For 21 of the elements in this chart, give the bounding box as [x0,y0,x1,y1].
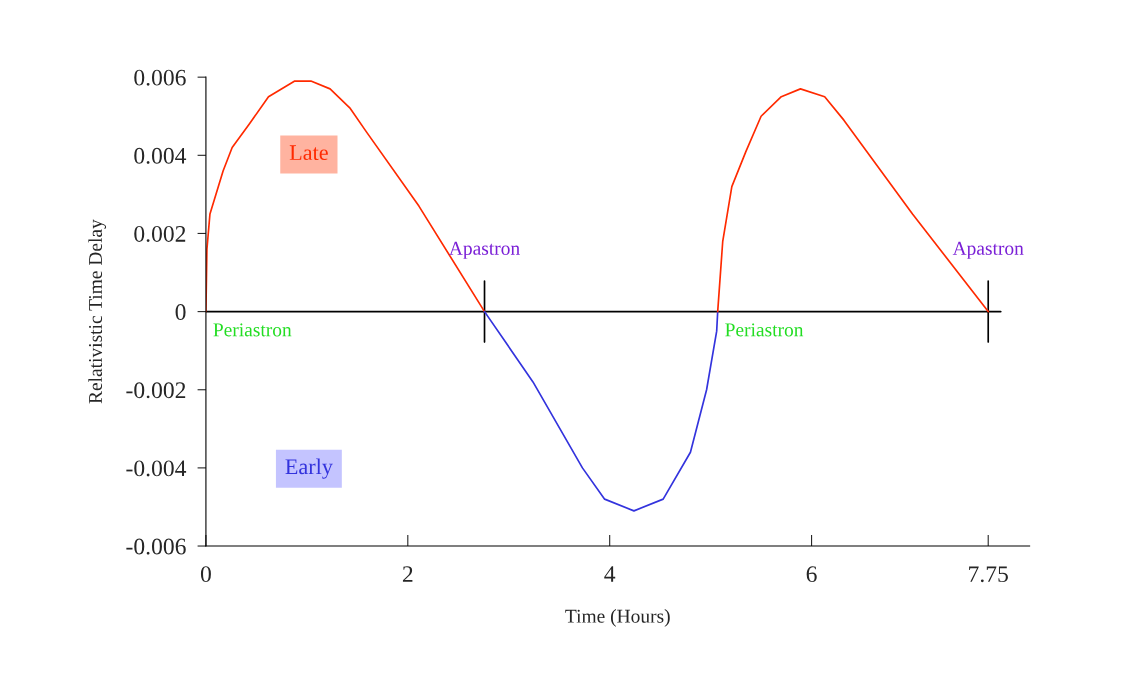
y-tick-label: -0.002 [126,382,186,399]
y-tick-label: -0.006 [126,538,186,555]
y-axis-title: Relativistic Time Delay [88,219,107,404]
x-tick-label: 4 [604,566,616,582]
annotation: Early [285,458,333,479]
y-tick-label: 0.002 [134,225,186,242]
y-tick-label: 0 [175,304,186,321]
x-tick-label: 7.75 [969,566,1008,583]
y-tick-label: 0.006 [134,69,186,86]
annotation: Apastron [952,241,1024,259]
annotation: Late [289,145,328,161]
annotation: Apastron [449,241,520,259]
x-axis-title: Time (Hours) [565,609,670,627]
annotation: Periastron [213,323,292,337]
x-tick-label: 0 [200,566,211,583]
y-tick-label: 0.004 [134,147,187,164]
x-tick-label: 6 [806,566,817,583]
annotation: Periastron [725,323,804,337]
line-series [483,310,719,512]
y-tick-label: -0.004 [126,460,187,477]
x-tick-label: 2 [402,566,413,582]
